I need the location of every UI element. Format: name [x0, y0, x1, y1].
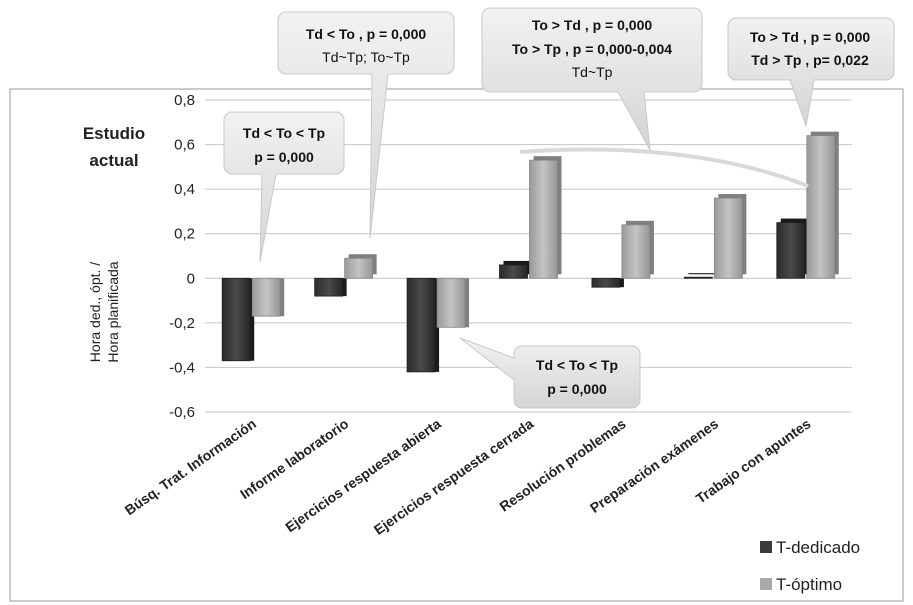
- callout-busq: Td < To < Tp p = 0,000: [223, 111, 345, 263]
- y-tick-label: -0,4: [169, 359, 195, 376]
- legend-label-t-dedicado: T-dedicado: [776, 538, 860, 557]
- bar-t-optimo: [806, 135, 836, 279]
- callout-informe-line-1: Td < To , p = 0,000: [306, 26, 427, 42]
- bar-t-optimo: [436, 277, 466, 328]
- legend-label-t-optimo: T-óptimo: [776, 575, 842, 594]
- bar-t-optimo: [344, 257, 374, 279]
- callout-busq-line-2: p = 0,000: [254, 149, 314, 165]
- bar-t-optimo: [621, 224, 651, 279]
- callout-cerrada-line-1: To > Td , p = 0,000: [532, 17, 653, 33]
- bar-t-dedicado: [683, 276, 713, 279]
- bar-t-optimo: [713, 197, 743, 279]
- y-tick-label: -0,6: [169, 404, 195, 421]
- callout-abierta: Td < To < Tp p = 0,000: [459, 337, 641, 409]
- y-tick-label: 0,2: [174, 226, 195, 243]
- callout-abierta-line-1: Td < To < Tp: [536, 357, 618, 373]
- y-tick-label: 0,4: [174, 181, 195, 198]
- category-label: Búsq. Trat. Información: [122, 415, 259, 518]
- callout-apuntes: To > Td , p = 0,000 Td > Tp , p= 0,022: [727, 17, 895, 128]
- bar-t-dedicado: [499, 264, 528, 279]
- y-tick-label: 0,8: [174, 92, 195, 109]
- callout-informe: Td < To , p = 0,000 Td~Tp; To~Tp: [277, 11, 455, 239]
- callout-cerrada-line-3: Td~Tp: [572, 64, 613, 80]
- legend-swatch-t-optimo: [760, 578, 772, 590]
- chart-subtitle-line-1: Estudio: [83, 124, 145, 143]
- bar-t-dedicado: [591, 277, 621, 288]
- legend: T-dedicado T-óptimo: [760, 538, 860, 594]
- callout-abierta-line-2: p = 0,000: [547, 381, 607, 397]
- category-label: Ejercicios respuesta cerrada: [371, 415, 537, 538]
- bar-t-dedicado: [406, 277, 436, 373]
- callout-apuntes-line-1: To > Td , p = 0,000: [750, 29, 871, 45]
- legend-swatch-t-dedicado: [760, 541, 772, 553]
- y-tick-label: -0,2: [169, 315, 195, 332]
- callout-informe-line-2: Td~Tp; To~Tp: [322, 49, 410, 65]
- category-label: Ejercicios respuesta abierta: [282, 415, 444, 535]
- bar-t-optimo: [529, 159, 558, 279]
- y-axis-label-line-2: Hora planificada: [105, 261, 121, 362]
- callout-cerrada-line-2: To > Tp , p = 0,000-0,004: [512, 41, 672, 57]
- y-tick-labels: 0,8 0,6 0,4 0,2 0 -0,2 -0,4 -0,6: [169, 92, 195, 421]
- y-tick-label: 0,6: [174, 137, 195, 154]
- bars: [221, 131, 839, 373]
- plot-frame: [9, 88, 904, 602]
- chart-subtitle-line-2: actual: [89, 151, 138, 170]
- bar-t-dedicado: [776, 222, 806, 279]
- callout-busq-line-1: Td < To < Tp: [243, 125, 325, 141]
- bar-t-dedicado: [314, 277, 344, 297]
- bar-t-optimo: [251, 277, 281, 317]
- bar-depth: [688, 273, 717, 275]
- y-tick-label: 0: [187, 270, 195, 287]
- trend-arc: [519, 147, 809, 188]
- callout-apuntes-line-2: Td > Tp , p= 0,022: [751, 52, 869, 68]
- callout-cerrada: To > Td , p = 0,000 To > Tp , p = 0,000-…: [481, 7, 703, 151]
- bar-t-dedicado: [221, 277, 251, 362]
- y-axis-label-line-1: Hora ded., ópt. /: [87, 262, 103, 363]
